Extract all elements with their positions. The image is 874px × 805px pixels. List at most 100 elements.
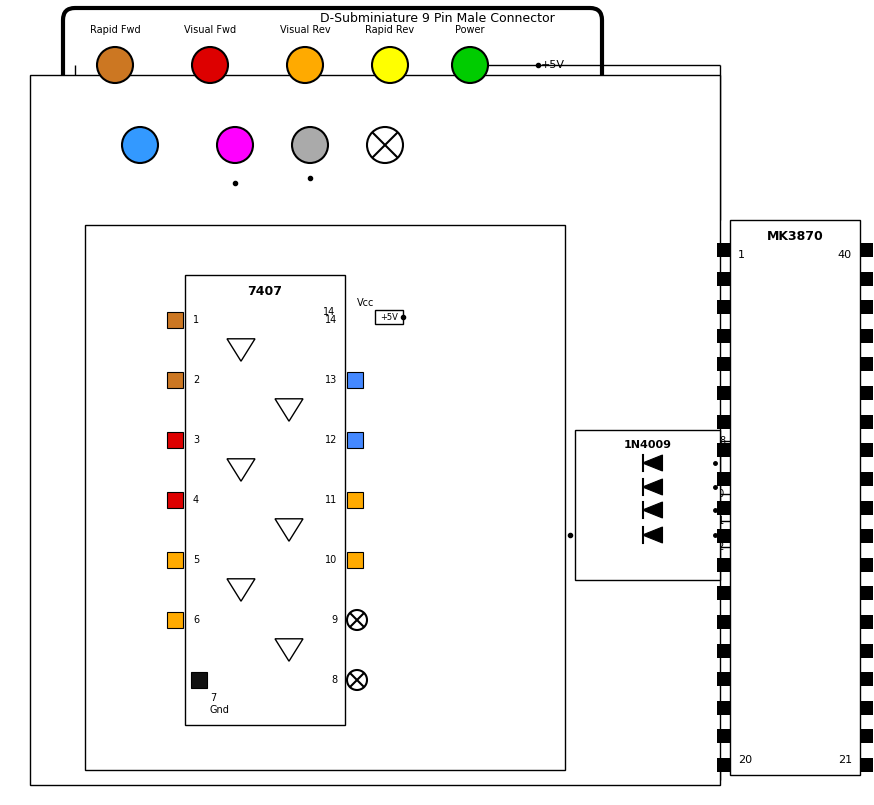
Circle shape [122, 127, 158, 163]
Text: 8: 8 [719, 436, 725, 446]
Text: 6: 6 [114, 167, 120, 177]
Text: 4: 4 [364, 87, 370, 97]
Text: 11: 11 [713, 516, 725, 526]
Bar [717, 701, 730, 715]
Text: 6: 6 [193, 615, 199, 625]
FancyBboxPatch shape [63, 8, 602, 217]
Circle shape [452, 47, 488, 83]
Bar [717, 271, 730, 286]
Bar [717, 328, 730, 343]
Text: 5: 5 [193, 555, 199, 565]
Text: 20: 20 [738, 755, 753, 765]
Text: 14: 14 [323, 307, 335, 317]
Bar [860, 444, 873, 457]
Bar [717, 586, 730, 601]
Bar [717, 444, 730, 457]
Text: Gnd: Gnd [300, 105, 320, 115]
Bar [717, 300, 730, 314]
Text: +5V: +5V [225, 185, 246, 195]
Polygon shape [642, 455, 662, 471]
Text: Rapid Rev: Rapid Rev [365, 25, 414, 35]
Text: Vcc: Vcc [357, 298, 374, 308]
Text: D-Subminiature 9 Pin Male Connector: D-Subminiature 9 Pin Male Connector [320, 12, 554, 25]
Bar [860, 501, 873, 514]
Bar [860, 243, 873, 257]
Bar [167, 492, 183, 508]
Text: +5V: +5V [380, 312, 398, 321]
Bar [347, 372, 363, 388]
Bar [860, 672, 873, 686]
Polygon shape [642, 502, 662, 518]
Bar [717, 558, 730, 572]
Text: 3: 3 [193, 435, 199, 445]
Circle shape [367, 127, 403, 163]
Circle shape [347, 610, 367, 630]
Bar [167, 612, 183, 628]
Bar [860, 558, 873, 572]
Text: 2: 2 [193, 375, 199, 385]
Text: MK3870: MK3870 [766, 230, 823, 243]
Text: 9: 9 [359, 167, 365, 177]
Bar [347, 552, 363, 568]
Circle shape [97, 47, 133, 83]
Text: 7
Gnd: 7 Gnd [210, 693, 230, 715]
Text: 1: 1 [89, 87, 95, 97]
Bar [375, 310, 403, 324]
Bar [185, 275, 345, 725]
Text: 7: 7 [209, 167, 215, 177]
Bar [85, 225, 565, 770]
Text: 7: 7 [193, 675, 199, 685]
Circle shape [292, 127, 328, 163]
Text: Visual Rev: Visual Rev [280, 25, 330, 35]
Text: 10: 10 [325, 555, 337, 565]
Text: 2: 2 [184, 87, 190, 97]
Bar [860, 729, 873, 743]
Text: 1N4009: 1N4009 [623, 440, 671, 450]
Circle shape [217, 127, 253, 163]
Text: 5: 5 [444, 87, 450, 97]
Text: 40: 40 [838, 250, 852, 260]
Bar [167, 372, 183, 388]
Bar [717, 615, 730, 629]
Text: 10: 10 [713, 489, 725, 499]
Polygon shape [642, 527, 662, 543]
Text: Power: Power [220, 105, 250, 115]
Bar [717, 472, 730, 486]
Text: Pause: Pause [126, 105, 155, 115]
Bar [167, 432, 183, 448]
Text: 7407: 7407 [247, 285, 282, 298]
Bar [860, 586, 873, 601]
Bar [347, 492, 363, 508]
Circle shape [372, 47, 408, 83]
Bar [717, 386, 730, 400]
Text: Rapid Fwd: Rapid Fwd [90, 25, 141, 35]
Bar [191, 672, 207, 688]
Bar [860, 701, 873, 715]
Polygon shape [642, 479, 662, 495]
Bar [860, 758, 873, 772]
Text: 3: 3 [279, 87, 285, 97]
Bar [730, 220, 860, 775]
Text: 9: 9 [331, 615, 337, 625]
Bar [717, 643, 730, 658]
Bar [347, 432, 363, 448]
Bar [30, 75, 720, 785]
Bar [860, 300, 873, 314]
Text: 1: 1 [193, 315, 199, 325]
Bar [167, 312, 183, 328]
Bar [717, 672, 730, 686]
Text: Power: Power [455, 25, 485, 35]
Bar [717, 758, 730, 772]
Bar [860, 529, 873, 543]
Text: 8: 8 [331, 675, 337, 685]
Text: 14: 14 [325, 315, 337, 325]
Bar [167, 552, 183, 568]
Bar [717, 357, 730, 371]
Circle shape [192, 47, 228, 83]
Text: Unused: Unused [366, 105, 404, 115]
Text: 12: 12 [324, 435, 337, 445]
Bar [717, 729, 730, 743]
Text: 12: 12 [712, 543, 725, 552]
Bar [860, 615, 873, 629]
Bar [860, 643, 873, 658]
